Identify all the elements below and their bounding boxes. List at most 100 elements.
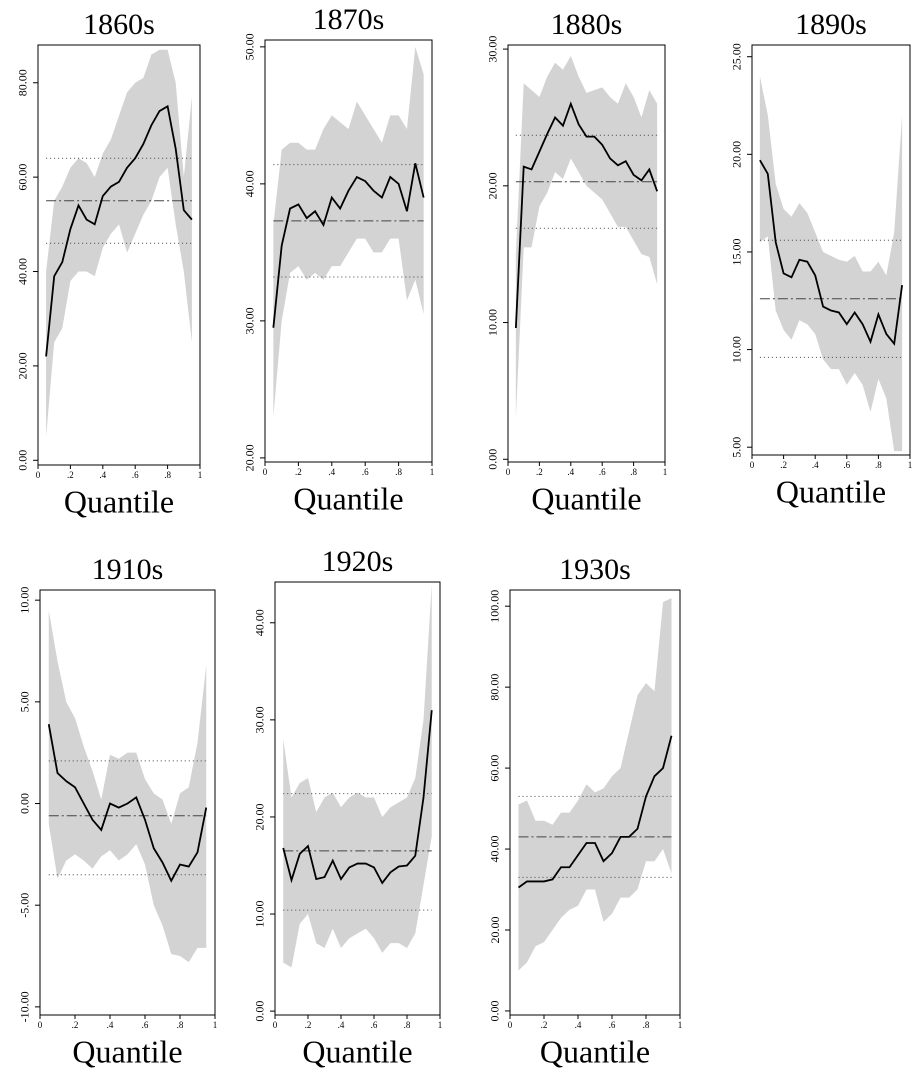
x-tick-label: .4 (812, 460, 819, 470)
x-axis-label: Quantile (776, 473, 886, 509)
plot-frame (507, 44, 666, 463)
x-tick-label: .8 (164, 470, 171, 480)
y-tick-label: 60.00 (488, 755, 502, 782)
x-tick-label: .6 (843, 460, 850, 470)
x-tick-label: .2 (536, 467, 543, 477)
x-tick-label: .2 (72, 1020, 79, 1030)
panel: 5.00 10.00 15.00 20.00 25.00 0 .2 .4 .6 .8 1 1890s Q… (730, 8, 913, 509)
x-axis-label: Quantile (64, 483, 174, 519)
confidence-band (759, 76, 903, 452)
x-axis-label: Quantile (72, 1033, 182, 1068)
x-tick-label: .2 (305, 1020, 312, 1030)
y-tick-label: 10.00 (486, 309, 500, 336)
x-tick-label: .4 (107, 1020, 114, 1030)
x-tick-label: .8 (404, 1020, 411, 1030)
x-tick-label: .8 (643, 1020, 650, 1030)
estimate-line (272, 163, 425, 328)
y-tick-label: 5.00 (730, 437, 744, 458)
y-tick-label: 40.00 (253, 609, 267, 636)
confidence-band (515, 55, 658, 419)
y-tick-label: 30.00 (243, 307, 257, 334)
panel-title: 1890s (795, 8, 867, 41)
x-tick-label: 0 (38, 1020, 43, 1030)
estimate-line (517, 735, 673, 889)
y-tick-label: 80.00 (16, 69, 30, 96)
x-tick-label: 1 (678, 1020, 683, 1030)
panel-title: 1910s (92, 553, 164, 586)
y-tick-label: 10.00 (18, 587, 32, 614)
y-tick-label: 80.00 (488, 674, 502, 701)
panel-title: 1880s (551, 8, 623, 41)
x-tick-label: 1 (908, 460, 913, 470)
estimate-line (47, 724, 208, 883)
x-tick-label: .6 (142, 1020, 149, 1030)
y-tick-label: 25.00 (730, 43, 744, 70)
y-tick-label: 20.00 (243, 444, 257, 471)
x-tick-label: 0 (263, 467, 268, 477)
confidence-band (48, 610, 207, 963)
x-tick-label: .4 (328, 467, 335, 477)
y-tick-label: 40.00 (16, 258, 30, 285)
y-tick-label: 0.00 (488, 1000, 502, 1021)
x-tick-label: .6 (371, 1020, 378, 1030)
x-tick-label: .6 (599, 467, 606, 477)
panel: 0.00 20.00 40.00 60.00 80.00 0 .2 .4 .6 .8 1 1860s Q… (16, 8, 203, 519)
x-tick-label: 1 (430, 467, 435, 477)
x-tick-label: .4 (575, 1020, 582, 1030)
y-tick-label: 15.00 (730, 238, 744, 265)
estimate-line (282, 710, 433, 885)
panel: 0.00 10.00 20.00 30.00 40.00 0 .2 .4 .6 .8 1 1920s Q… (253, 545, 443, 1068)
x-tick-label: 1 (198, 470, 203, 480)
x-axis-label: Quantile (540, 1033, 650, 1068)
confidence-band (518, 598, 672, 971)
panel: -10.00 -5.00 0.00 5.00 10.00 0 .2 .4 .6 .8 1 1910s Q… (18, 553, 218, 1068)
y-tick-label: 0.00 (253, 1001, 267, 1022)
x-tick-label: .4 (99, 470, 106, 480)
y-tick-label: 20.00 (486, 172, 500, 199)
y-tick-label: 50.00 (243, 33, 257, 60)
x-tick-label: 1 (213, 1020, 218, 1030)
x-tick-label: .4 (567, 467, 574, 477)
panel-title: 1860s (83, 8, 155, 41)
y-tick-label: 60.00 (16, 164, 30, 191)
y-tick-label: 30.00 (253, 706, 267, 733)
confidence-band (46, 49, 192, 437)
x-tick-label: .2 (541, 1020, 548, 1030)
panel: 20.00 30.00 40.00 50.00 0 .2 .4 .6 .8 1 1870s Quant… (243, 3, 435, 516)
x-tick-label: .6 (362, 467, 369, 477)
y-tick-label: 10.00 (730, 336, 744, 363)
y-tick-label: 5.00 (18, 691, 32, 712)
x-axis-label: Quantile (302, 1033, 412, 1068)
x-axis-label: Quantile (293, 480, 403, 516)
x-tick-label: .2 (780, 460, 787, 470)
y-tick-label: 0.00 (18, 793, 32, 814)
y-tick-label: 10.00 (253, 901, 267, 928)
x-tick-label: 0 (508, 1020, 513, 1030)
x-tick-label: .4 (338, 1020, 345, 1030)
x-tick-label: 0 (506, 467, 511, 477)
confidence-band (273, 46, 424, 417)
plot-frame (751, 44, 911, 456)
x-axis-label: Quantile (531, 480, 641, 516)
panel-title: 1930s (559, 553, 631, 586)
x-tick-label: .8 (177, 1020, 184, 1030)
plot-frame (39, 589, 216, 1016)
y-tick-label: 20.00 (730, 141, 744, 168)
y-tick-label: 0.00 (486, 449, 500, 470)
plot-frame (274, 581, 441, 1016)
panel: 0.00 10.00 20.00 30.00 0 .2 .4 .6 .8 1 1880s Quanti… (486, 8, 668, 516)
panel: 0.00 20.00 40.00 60.00 80.00 100.00 0 .2 .4 .6 .8 1… (488, 553, 683, 1068)
y-tick-label: 40.00 (488, 836, 502, 863)
x-tick-label: 0 (750, 460, 755, 470)
x-tick-label: .2 (67, 470, 74, 480)
x-tick-label: .6 (132, 470, 139, 480)
y-tick-label: -5.00 (18, 893, 32, 918)
y-tick-label: -10.00 (18, 991, 32, 1022)
estimate-line (45, 104, 193, 357)
y-tick-label: 20.00 (253, 803, 267, 830)
x-tick-label: .8 (875, 460, 882, 470)
y-tick-label: 30.00 (486, 36, 500, 63)
plot-frame (264, 39, 433, 463)
x-tick-label: 0 (36, 470, 41, 480)
